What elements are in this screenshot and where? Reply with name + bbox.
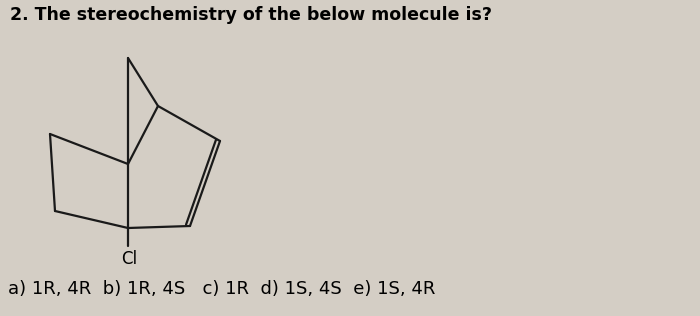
Text: Cl: Cl [121, 250, 137, 268]
Text: 2. The stereochemistry of the below molecule is?: 2. The stereochemistry of the below mole… [10, 6, 492, 24]
Text: a) 1R, 4R  b) 1R, 4S   c) 1R  d) 1S, 4S  e) 1S, 4R: a) 1R, 4R b) 1R, 4S c) 1R d) 1S, 4S e) 1… [8, 280, 435, 298]
